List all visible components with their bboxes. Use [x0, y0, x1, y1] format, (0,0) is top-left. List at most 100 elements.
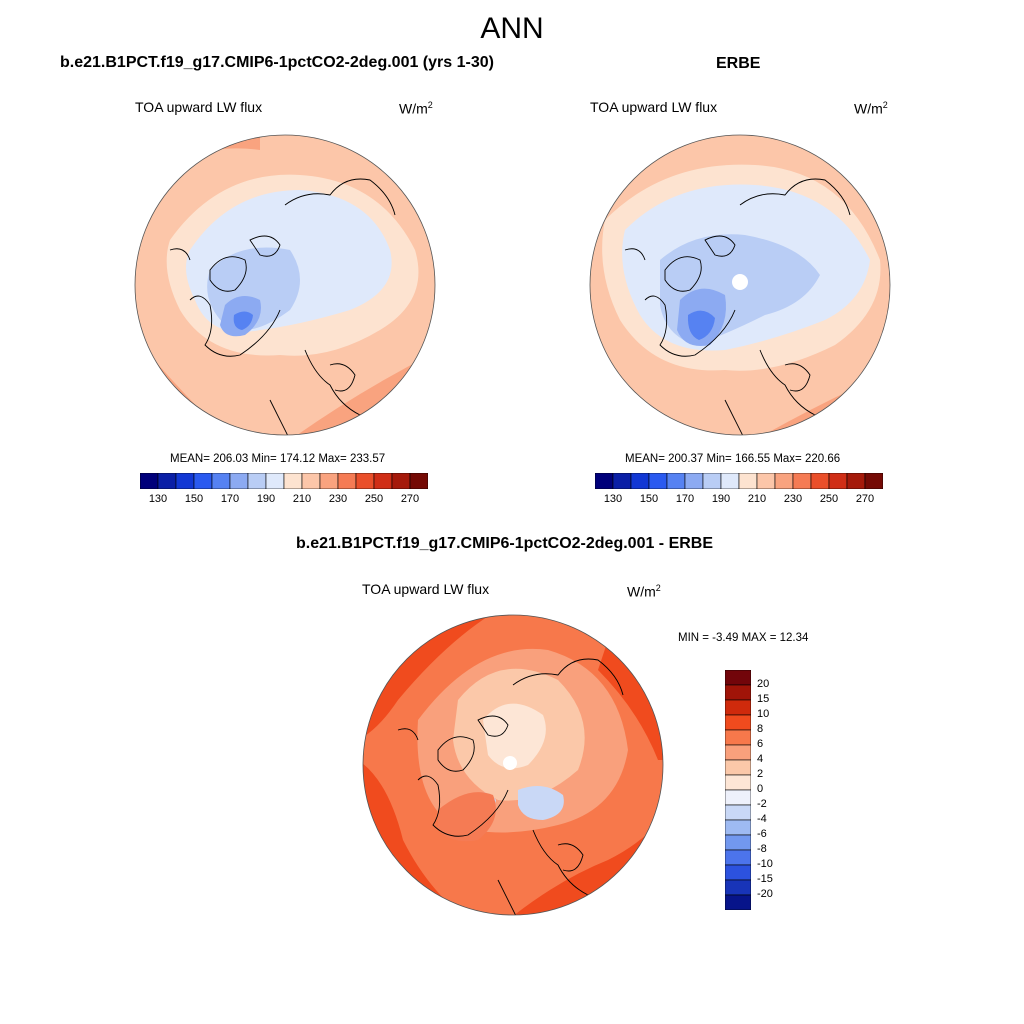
colorbar-swatch: [139, 472, 159, 490]
model-polar-map: [134, 134, 436, 436]
obs-colorbar: [594, 472, 884, 490]
colorbar-swatch: [283, 472, 303, 490]
colorbar-swatch: [724, 774, 752, 791]
diff-cbar-tick: -20: [757, 888, 773, 900]
colorbar-swatch: [612, 472, 632, 490]
diff-colorbar-swatches: [724, 669, 752, 911]
model-cbar-tick: 130: [148, 493, 168, 505]
diff-cbar-tick: -6: [757, 828, 767, 840]
colorbar-swatch: [630, 472, 650, 490]
colorbar-swatch: [724, 894, 752, 911]
diff-panel-title: b.e21.B1PCT.f19_g17.CMIP6-1pctCO2-2deg.0…: [296, 535, 714, 552]
colorbar-swatch: [724, 849, 752, 866]
model-units: W/m2: [399, 100, 433, 117]
diff-cbar-tick: 0: [757, 783, 764, 795]
model-cbar-tick: 230: [328, 493, 348, 505]
diff-colorbar: [724, 669, 752, 911]
model-colorbar-swatches: [139, 472, 429, 490]
colorbar-swatch: [594, 472, 614, 490]
diff-colorbar-labels: 20 15 10 8 6 4 2 0 -2 -4 -6 -8 -10 -15 -…: [757, 670, 797, 910]
obs-cbar-tick: 250: [819, 493, 839, 505]
colorbar-swatch: [409, 472, 429, 490]
colorbar-swatch: [666, 472, 686, 490]
obs-polar-map: [589, 134, 891, 436]
diff-cbar-tick: -15: [757, 873, 773, 885]
colorbar-swatch: [229, 472, 249, 490]
diff-field-label: TOA upward LW flux: [362, 581, 490, 597]
colorbar-swatch: [648, 472, 668, 490]
colorbar-swatch: [724, 864, 752, 881]
colorbar-swatch: [720, 472, 740, 490]
obs-cbar-tick: 170: [675, 493, 695, 505]
model-colorbar-labels: 130 150 170 190 210 230 250 270: [140, 493, 428, 507]
colorbar-swatch: [724, 804, 752, 821]
diff-polar-map: [362, 614, 664, 916]
colorbar-swatch: [774, 472, 794, 490]
colorbar-swatch: [792, 472, 812, 490]
obs-cbar-tick: 210: [747, 493, 767, 505]
colorbar-swatch: [810, 472, 830, 490]
colorbar-swatch: [684, 472, 704, 490]
obs-colorbar-swatches: [594, 472, 884, 490]
model-cbar-tick: 170: [220, 493, 240, 505]
diff-cbar-tick: 4: [757, 753, 764, 765]
diff-cbar-tick: 10: [757, 708, 770, 720]
colorbar-swatch: [702, 472, 722, 490]
model-cbar-tick: 270: [400, 493, 420, 505]
diff-units: W/m2: [627, 583, 661, 600]
colorbar-swatch: [373, 472, 393, 490]
diff-cbar-tick: 6: [757, 738, 764, 750]
main-title: ANN: [480, 12, 544, 45]
obs-cbar-tick: 230: [783, 493, 803, 505]
model-stats: MEAN= 206.03 Min= 174.12 Max= 233.57: [170, 453, 386, 465]
diff-cbar-tick: -10: [757, 858, 773, 870]
obs-units: W/m2: [854, 100, 888, 117]
model-field-label: TOA upward LW flux: [135, 99, 263, 115]
colorbar-swatch: [828, 472, 848, 490]
colorbar-swatch: [265, 472, 285, 490]
obs-cbar-tick: 190: [711, 493, 731, 505]
colorbar-swatch: [391, 472, 411, 490]
colorbar-swatch: [724, 714, 752, 731]
model-cbar-tick: 210: [292, 493, 312, 505]
colorbar-swatch: [157, 472, 177, 490]
colorbar-swatch: [193, 472, 213, 490]
model-colorbar: [139, 472, 429, 490]
diff-cbar-tick: 20: [757, 678, 770, 690]
diff-cbar-tick: -8: [757, 843, 767, 855]
colorbar-swatch: [211, 472, 231, 490]
colorbar-swatch: [864, 472, 884, 490]
colorbar-swatch: [724, 699, 752, 716]
colorbar-swatch: [724, 789, 752, 806]
colorbar-swatch: [756, 472, 776, 490]
colorbar-swatch: [738, 472, 758, 490]
model-cbar-tick: 250: [364, 493, 384, 505]
diff-stats: MIN = -3.49 MAX = 12.34: [678, 632, 809, 644]
model-panel-title: b.e21.B1PCT.f19_g17.CMIP6-1pctCO2-2deg.0…: [60, 54, 494, 71]
colorbar-swatch: [175, 472, 195, 490]
colorbar-swatch: [724, 729, 752, 746]
colorbar-swatch: [724, 879, 752, 896]
obs-colorbar-labels: 130 150 170 190 210 230 250 270: [595, 493, 883, 507]
diff-cbar-tick: 2: [757, 768, 764, 780]
colorbar-swatch: [319, 472, 339, 490]
obs-cbar-tick: 130: [603, 493, 623, 505]
colorbar-swatch: [337, 472, 357, 490]
obs-cbar-tick: 270: [855, 493, 875, 505]
colorbar-swatch: [724, 684, 752, 701]
colorbar-swatch: [724, 834, 752, 851]
colorbar-swatch: [247, 472, 267, 490]
obs-field-label: TOA upward LW flux: [590, 99, 718, 115]
model-cbar-tick: 150: [184, 493, 204, 505]
colorbar-swatch: [355, 472, 375, 490]
diff-cbar-tick: 8: [757, 723, 764, 735]
obs-cbar-tick: 150: [639, 493, 659, 505]
colorbar-swatch: [301, 472, 321, 490]
colorbar-swatch: [724, 819, 752, 836]
colorbar-swatch: [724, 669, 752, 686]
model-cbar-tick: 190: [256, 493, 276, 505]
colorbar-swatch: [724, 759, 752, 776]
colorbar-swatch: [846, 472, 866, 490]
colorbar-swatch: [724, 744, 752, 761]
diff-cbar-tick: -4: [757, 813, 767, 825]
